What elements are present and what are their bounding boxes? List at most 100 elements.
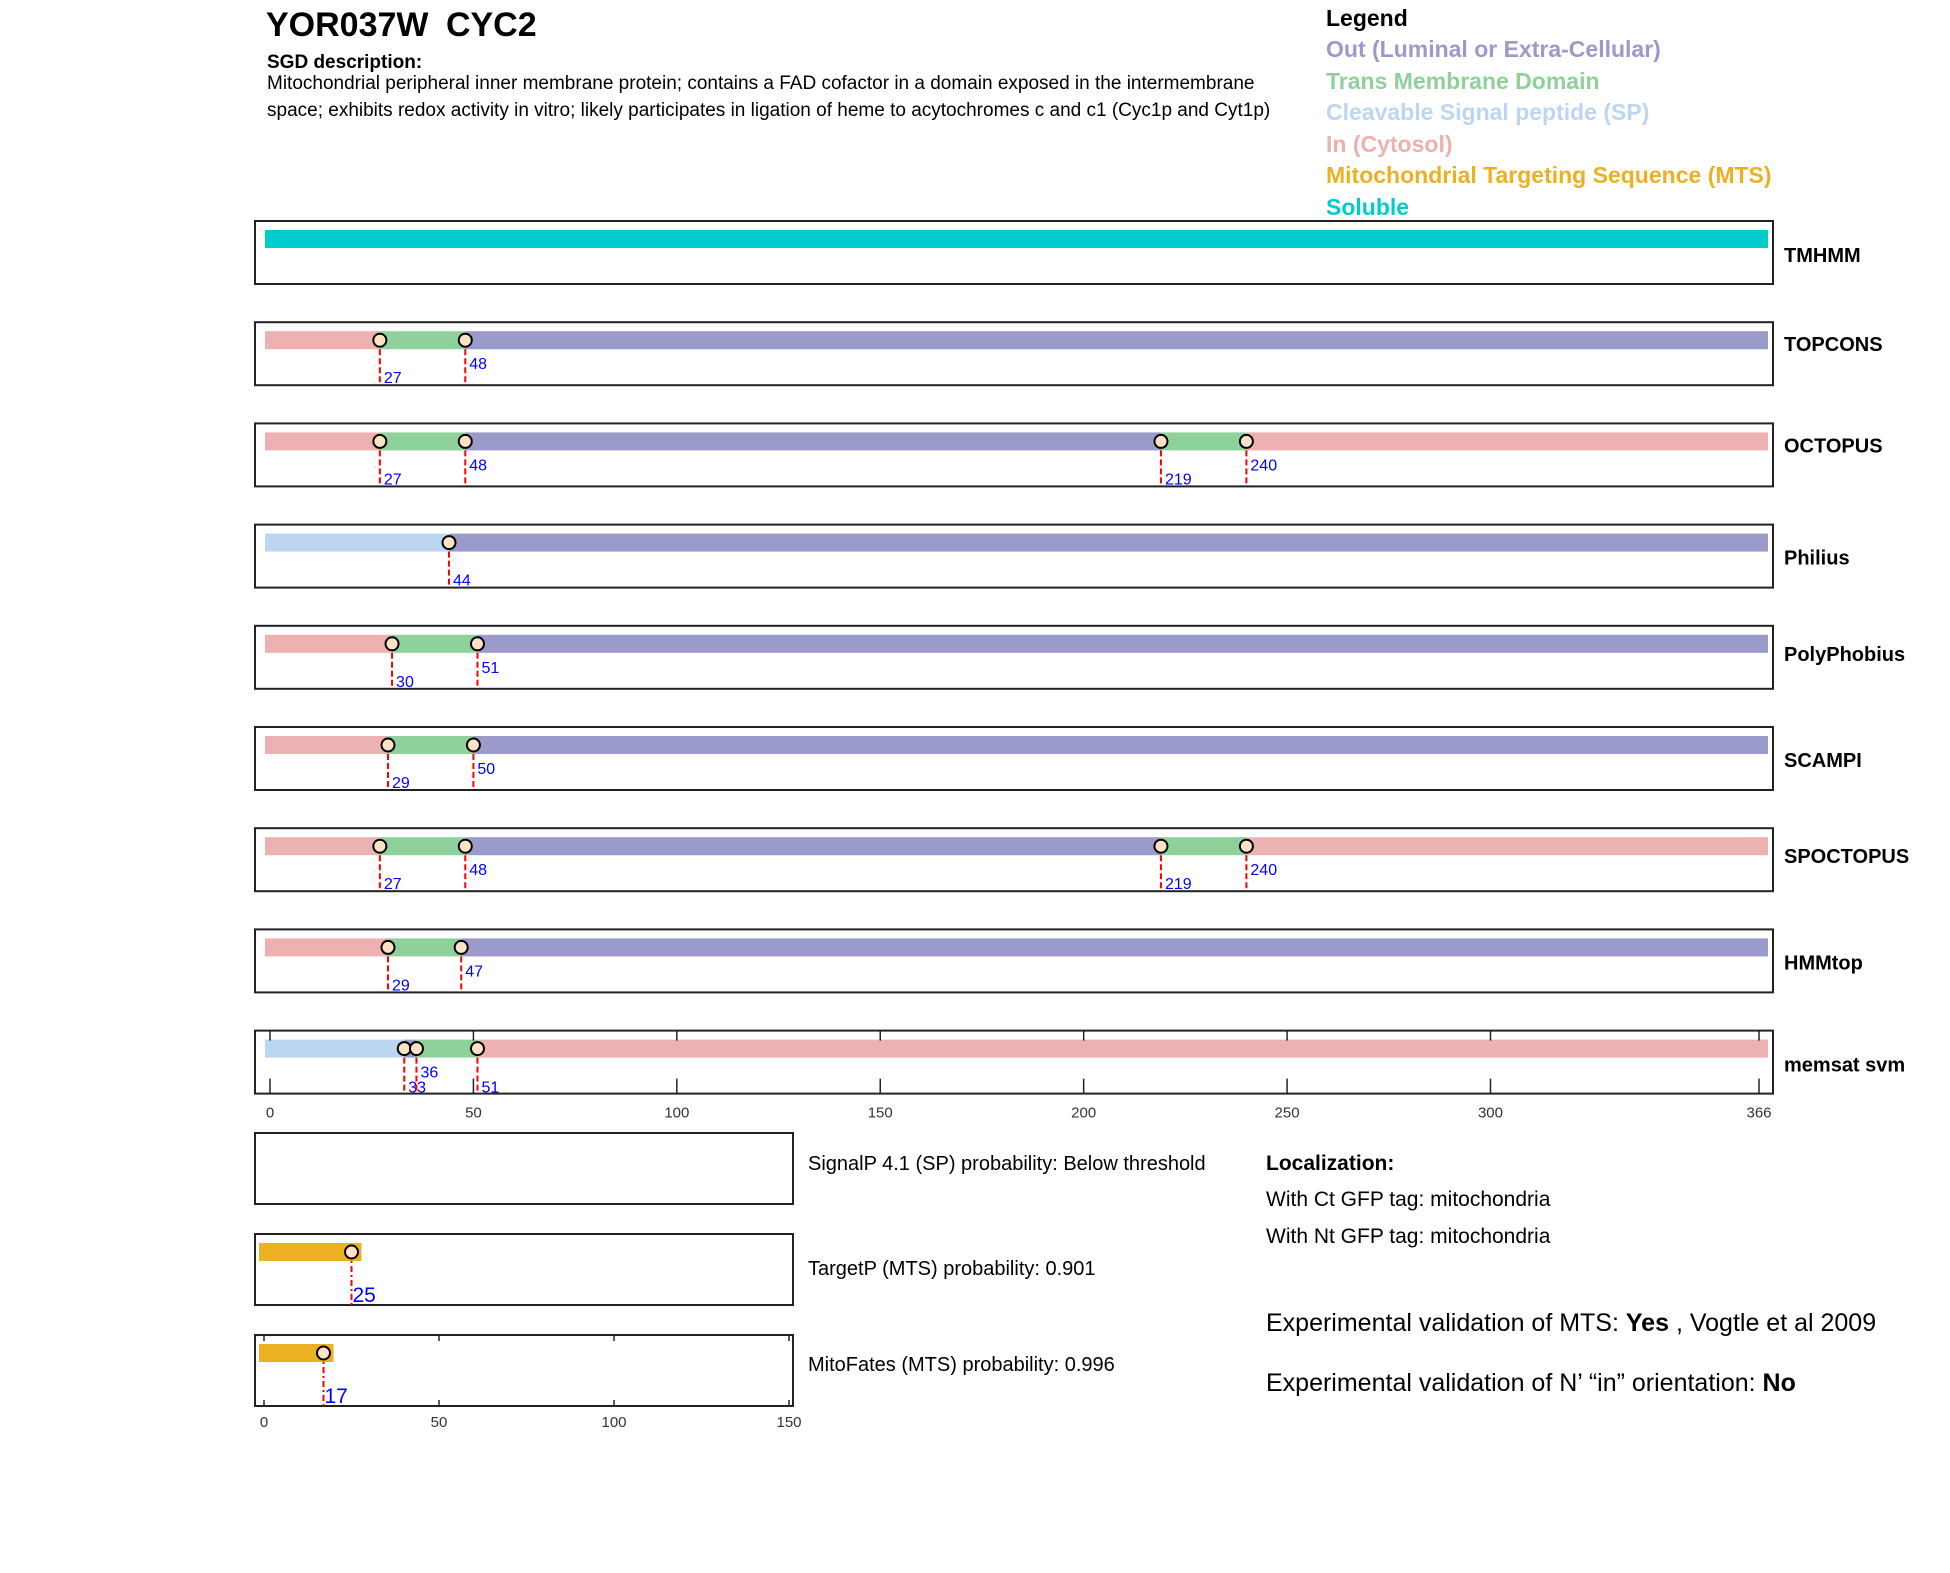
legend-item-soluble: Soluble xyxy=(1326,193,1410,220)
boundary-label: 240 xyxy=(1250,457,1277,474)
segment-in xyxy=(1246,432,1768,451)
track-label: memsat svm xyxy=(1784,1055,1905,1077)
track-topcons: 27 48 TOPCONS xyxy=(254,321,1883,387)
axis-tick-label: 50 xyxy=(465,1105,482,1122)
orientation-validation: Experimental validation of N’ “in” orien… xyxy=(1266,1369,1796,1398)
segment-sol xyxy=(265,230,1768,248)
boundary-marker xyxy=(384,636,400,652)
mts-box xyxy=(254,1334,794,1407)
track-label: Philius xyxy=(1784,548,1850,570)
mts-box xyxy=(254,1132,794,1205)
boundary-marker xyxy=(457,838,473,854)
legend-item-mts: Mitochondrial Targeting Sequence (MTS) xyxy=(1326,162,1772,188)
axis-tick-label: 0 xyxy=(266,1105,274,1122)
axis-tick-label: 50 xyxy=(431,1414,448,1431)
boundary-label: 51 xyxy=(481,1080,499,1097)
boundary-label: 51 xyxy=(481,660,499,677)
boundary-label: 27 xyxy=(384,876,402,893)
boundary-marker xyxy=(469,636,485,652)
boundary-marker xyxy=(380,939,396,955)
track-label: PolyPhobius xyxy=(1784,644,1905,666)
orientation-validation-value: No xyxy=(1762,1369,1796,1397)
segment-tm xyxy=(387,938,462,957)
boundary-label: 29 xyxy=(392,775,410,792)
track-label: OCTOPUS xyxy=(1784,435,1883,457)
segment-tm xyxy=(379,432,466,451)
mitofates-text: MitoFates (MTS) probability: 0.996 xyxy=(808,1354,1115,1376)
legend: Legend Out (Luminal or Extra-Cellular) T… xyxy=(1326,5,1772,225)
boundary-label: 36 xyxy=(420,1065,438,1082)
boundary-label: 29 xyxy=(392,977,410,994)
track-hmmtop: 29 47 HMMtop xyxy=(254,928,1863,994)
mts-track-2: 17 xyxy=(254,1334,794,1408)
segment-out xyxy=(461,938,1768,957)
boundary-label: 50 xyxy=(477,761,495,778)
boundary-marker xyxy=(457,433,473,449)
mts-validation-ref: , Vogtle et al 2009 xyxy=(1669,1309,1877,1337)
segment-tm xyxy=(392,634,478,653)
targetp-text: TargetP (MTS) probability: 0.901 xyxy=(808,1258,1096,1280)
track-label: TOPCONS xyxy=(1784,334,1883,356)
track-tmhmm: TMHMM xyxy=(254,220,1861,285)
boundary-marker xyxy=(380,737,396,753)
mts-validation-value: Yes xyxy=(1625,1309,1669,1337)
boundary-label: 30 xyxy=(396,674,414,691)
segment-in xyxy=(265,736,388,754)
localization-heading: Localization: xyxy=(1266,1152,1395,1175)
orientation-validation-label: Experimental validation of N’ “in” orien… xyxy=(1266,1369,1763,1397)
boundary-label: 48 xyxy=(469,356,487,373)
boundary-marker xyxy=(457,332,473,348)
legend-item-tm: Trans Membrane Domain xyxy=(1326,67,1600,94)
boundary-marker xyxy=(1153,433,1169,449)
axis-tick-label: 150 xyxy=(776,1414,801,1431)
segment-in xyxy=(265,432,380,451)
track-polyphobius: 30 51 PolyPhobius xyxy=(254,624,1905,691)
segment-mts xyxy=(259,1344,334,1362)
mts-validation: Experimental validation of MTS: Yes , Vo… xyxy=(1266,1309,1876,1338)
segment-tm xyxy=(1160,432,1247,451)
boundary-marker xyxy=(1238,433,1254,449)
boundary-label: 47 xyxy=(465,963,483,980)
sgd-description: Mitochondrial peripheral inner membrane … xyxy=(267,73,1271,121)
segment-in xyxy=(265,938,388,957)
boundary-marker xyxy=(372,332,388,348)
axis-tick-label: 200 xyxy=(1071,1105,1096,1122)
segment-in xyxy=(265,634,393,653)
axis-tick-label: 250 xyxy=(1275,1105,1300,1122)
segment-in xyxy=(265,331,380,350)
boundary-marker xyxy=(1153,838,1169,854)
segment-tm xyxy=(379,837,466,856)
boundary-label: 27 xyxy=(384,370,402,387)
localization-nt: With Nt GFP tag: mitochondria xyxy=(1266,1225,1551,1248)
axis-tick-label: 0 xyxy=(260,1414,268,1431)
boundary-label: 27 xyxy=(384,471,402,488)
legend-item-sp: Cleavable Signal peptide (SP) xyxy=(1326,99,1650,125)
segment-tm xyxy=(379,331,466,350)
boundary-label: 44 xyxy=(453,573,471,590)
segment-in xyxy=(1246,837,1768,856)
mts-track-0 xyxy=(254,1132,794,1205)
segment-tm xyxy=(416,1039,478,1058)
legend-item-out: Out (Luminal or Extra-Cellular) xyxy=(1326,36,1661,62)
track-label: SCAMPI xyxy=(1784,750,1862,772)
track-memsat-svm: 333651memsat svm xyxy=(254,1029,1905,1097)
boundary-marker xyxy=(441,535,457,551)
axis-tick-label: 100 xyxy=(664,1105,689,1122)
segment-out xyxy=(465,837,1161,856)
boundary-label: 48 xyxy=(469,862,487,879)
segment-out xyxy=(473,736,1769,754)
boundary-marker xyxy=(396,1041,412,1057)
track-scampi: 29 50 SCAMPI xyxy=(254,726,1862,792)
boundary-marker xyxy=(469,1041,485,1057)
signalp-text: SignalP 4.1 (SP) probability: Below thre… xyxy=(808,1153,1206,1175)
axis-tick-label: 150 xyxy=(868,1105,893,1122)
axis-tick-label: 100 xyxy=(601,1414,626,1431)
legend-item-in: In (Cytosol) xyxy=(1326,130,1453,157)
segment-tm xyxy=(1160,837,1247,856)
page-title: YOR037W CYC2 xyxy=(266,6,537,44)
boundary-marker xyxy=(372,838,388,854)
segment-in xyxy=(477,1039,1768,1058)
mts-track-1: 25 xyxy=(254,1233,794,1307)
